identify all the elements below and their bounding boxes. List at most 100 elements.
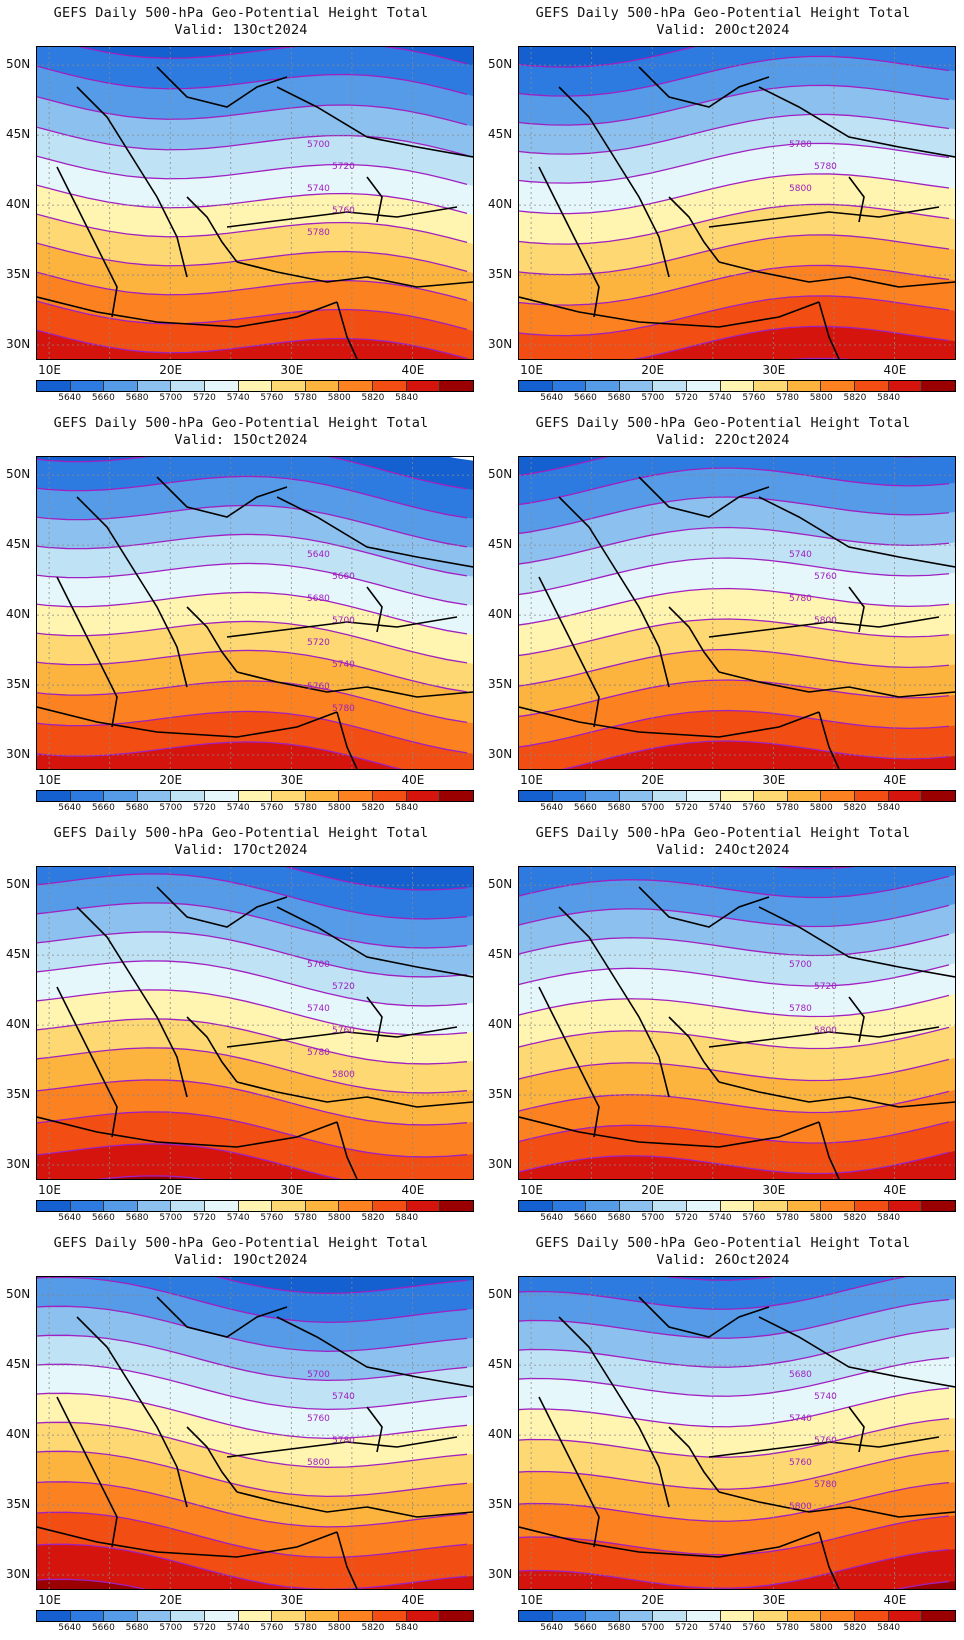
coastline xyxy=(668,1426,720,1493)
coastline xyxy=(226,616,458,638)
contour-line xyxy=(37,1578,148,1589)
lat-tick-label: 40N xyxy=(488,1427,513,1442)
map-panel: GEFS Daily 500-hPa Geo-Potential Height … xyxy=(482,0,964,410)
coastline xyxy=(56,1396,118,1548)
contour-label: 5720 xyxy=(332,162,355,172)
colorbar-swatch xyxy=(406,381,441,391)
colorbar-swatch xyxy=(687,381,721,391)
contour-label: 5800 xyxy=(307,1458,330,1468)
coastline xyxy=(818,1531,840,1589)
contour-line xyxy=(37,329,468,359)
colorbar-swatch xyxy=(720,1201,755,1211)
colorbar-label: 5680 xyxy=(125,1623,149,1633)
colorbar-swatch xyxy=(70,381,105,391)
colorbar-label: 5740 xyxy=(226,803,250,813)
colorbar-swatch xyxy=(787,381,822,391)
contour-line xyxy=(37,1450,468,1497)
colorbar-label: 5740 xyxy=(226,393,250,403)
contour-label: 5720 xyxy=(332,982,355,992)
contour-line xyxy=(37,1047,468,1094)
colorbar-label: 5720 xyxy=(675,1623,698,1633)
contour-line xyxy=(37,1277,468,1323)
coastline xyxy=(708,616,940,638)
colorbar-swatch xyxy=(373,791,407,801)
colorbar-label: 5760 xyxy=(742,1623,766,1633)
colorbar-label: 5660 xyxy=(91,1623,115,1633)
colorbar-label: 5680 xyxy=(125,803,149,813)
contour-line xyxy=(37,710,468,754)
contour-label: 5720 xyxy=(307,638,330,648)
colorbar xyxy=(36,790,474,802)
colorbar-swatch xyxy=(586,791,620,801)
colorbar-swatch xyxy=(720,1611,755,1621)
colorbar-swatch xyxy=(754,1611,788,1621)
colorbar-label: 5800 xyxy=(809,1213,833,1223)
coastline xyxy=(226,1436,458,1458)
panel-valid-date: Valid: 19Oct2024 xyxy=(174,1252,308,1268)
lat-tick-label: 35N xyxy=(6,267,31,282)
contour-line xyxy=(519,964,950,987)
colorbar-label: 5740 xyxy=(708,393,732,403)
lat-tick-label: 50N xyxy=(488,57,513,72)
coastline xyxy=(336,1121,358,1179)
contour-label: 5740 xyxy=(332,660,355,670)
lon-tick-label: 10E xyxy=(38,1593,61,1607)
lon-tick-label: 30E xyxy=(280,363,304,377)
coastline xyxy=(336,1531,358,1589)
colorbar-label: 5780 xyxy=(776,393,799,403)
colorbar-swatch xyxy=(552,381,587,391)
colorbar-label: 5680 xyxy=(607,393,631,403)
colorbar-label: 5720 xyxy=(193,393,216,403)
panel-valid-date: Valid: 26Oct2024 xyxy=(656,1252,790,1268)
lat-tick-label: 50N xyxy=(6,467,31,482)
contour-label: 5800 xyxy=(789,184,812,194)
colorbar-swatch xyxy=(373,1201,407,1211)
contour-label: 5780 xyxy=(332,704,355,714)
colorbar-swatch xyxy=(754,791,788,801)
contour-label: 5780 xyxy=(814,162,837,172)
colorbar-swatch xyxy=(137,791,172,801)
coastline xyxy=(848,176,865,223)
contour-label: 5800 xyxy=(814,1026,837,1036)
colorbar-label: 5700 xyxy=(641,1213,665,1223)
lat-tick-label: 40N xyxy=(6,1427,31,1442)
height-band xyxy=(37,1143,339,1179)
contour-line xyxy=(519,1151,950,1175)
colorbar-swatch xyxy=(70,791,105,801)
coastline xyxy=(818,711,840,769)
colorbar-label: 5760 xyxy=(742,803,766,813)
map-panel: GEFS Daily 500-hPa Geo-Potential Height … xyxy=(0,410,482,820)
colorbar-swatch xyxy=(720,381,755,391)
lat-tick-label: 45N xyxy=(488,537,513,552)
lon-tick-label: 40E xyxy=(883,773,907,787)
colorbar-label: 5740 xyxy=(708,803,732,813)
coastline xyxy=(56,986,118,1138)
coastline xyxy=(56,166,118,318)
colorbar-swatch xyxy=(373,1611,407,1621)
contour-label: 5760 xyxy=(307,682,330,692)
lat-tick-label: 30N xyxy=(6,747,31,761)
colorbar-label: 5780 xyxy=(776,803,799,813)
coastline xyxy=(718,671,955,698)
lon-tick-label: 30E xyxy=(762,363,786,377)
colorbar-label: 5780 xyxy=(294,1213,317,1223)
colorbar-swatch xyxy=(373,381,407,391)
colorbar-label: 5660 xyxy=(91,1213,115,1223)
coastline xyxy=(186,1016,238,1083)
colorbar-swatch xyxy=(519,1611,553,1621)
contour-line xyxy=(519,904,950,928)
colorbar-label: 5660 xyxy=(91,803,115,813)
lon-tick-label: 10E xyxy=(520,1593,543,1607)
colorbar-label: 5700 xyxy=(641,1623,665,1633)
colorbar-swatch xyxy=(339,1611,374,1621)
colorbar xyxy=(518,1200,956,1212)
colorbar-swatch xyxy=(238,791,273,801)
lon-tick-label: 10E xyxy=(38,363,61,377)
colorbar-swatch xyxy=(137,381,172,391)
coastline xyxy=(186,606,238,673)
coastline xyxy=(558,1316,670,1508)
contour-line xyxy=(519,933,950,957)
colorbar-label: 5720 xyxy=(675,1213,698,1223)
colorbar-label: 5680 xyxy=(607,1623,631,1633)
colorbar-label: 5660 xyxy=(573,1213,597,1223)
